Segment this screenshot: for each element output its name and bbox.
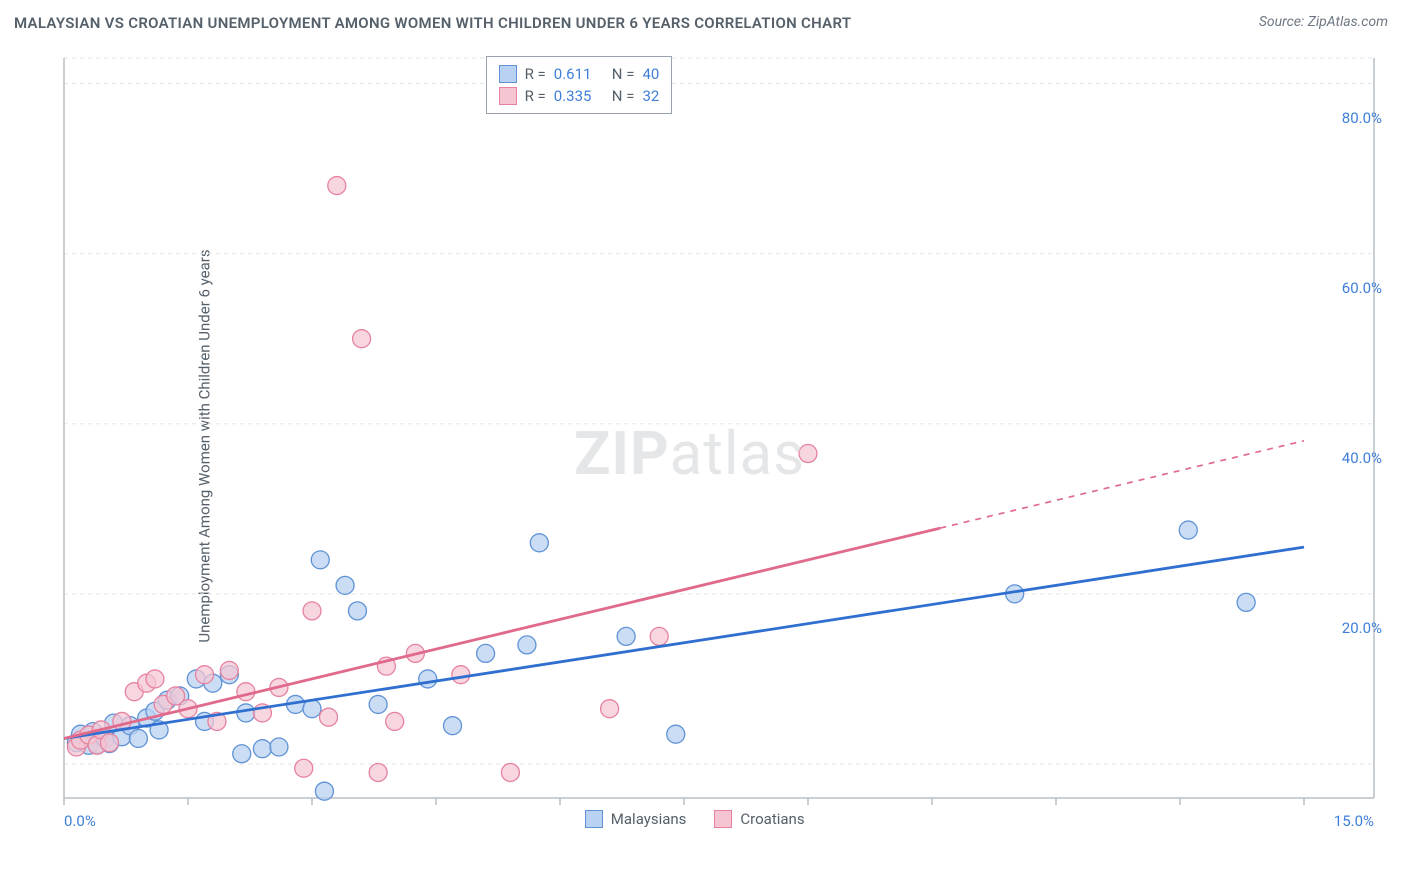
y-tick-label: 20.0% [1342, 619, 1382, 637]
r-label: R = [525, 87, 546, 105]
y-tick-label: 60.0% [1342, 279, 1382, 297]
y-tick-label: 40.0% [1342, 449, 1382, 467]
x-tick-label: 0.0% [64, 812, 96, 830]
legend-swatch [499, 65, 517, 83]
legend-row: R = 0.335 N = 32 [499, 85, 660, 107]
series-legend: Malaysians Croatians [585, 810, 805, 828]
legend-label: Malaysians [611, 810, 687, 828]
legend-item: Malaysians [585, 810, 687, 828]
legend-item: Croatians [714, 810, 804, 828]
legend-swatch [585, 810, 603, 828]
r-value: 0.611 [554, 65, 604, 83]
source-label: Source: ZipAtlas.com [1259, 14, 1388, 30]
correlation-legend: R = 0.611 N = 40 R = 0.335 N = 32 [486, 56, 673, 114]
chart-title: MALAYSIAN VS CROATIAN UNEMPLOYMENT AMONG… [14, 14, 851, 32]
legend-label: Croatians [740, 810, 804, 828]
chart-svg [54, 48, 1384, 838]
n-value: 40 [642, 65, 659, 83]
legend-row: R = 0.611 N = 40 [499, 63, 660, 85]
x-tick-label: 15.0% [1334, 812, 1374, 830]
y-tick-label: 80.0% [1342, 109, 1382, 127]
r-value: 0.335 [554, 87, 604, 105]
scatter-chart: ZIPatlas R =0.611N =40R =0.335N =32 Mala… [54, 48, 1384, 838]
legend-swatch [714, 810, 732, 828]
n-label: N = [612, 87, 635, 105]
n-label: N = [612, 65, 635, 83]
legend-swatch [499, 87, 517, 105]
r-label: R = [525, 65, 546, 83]
n-value: 32 [642, 87, 659, 105]
